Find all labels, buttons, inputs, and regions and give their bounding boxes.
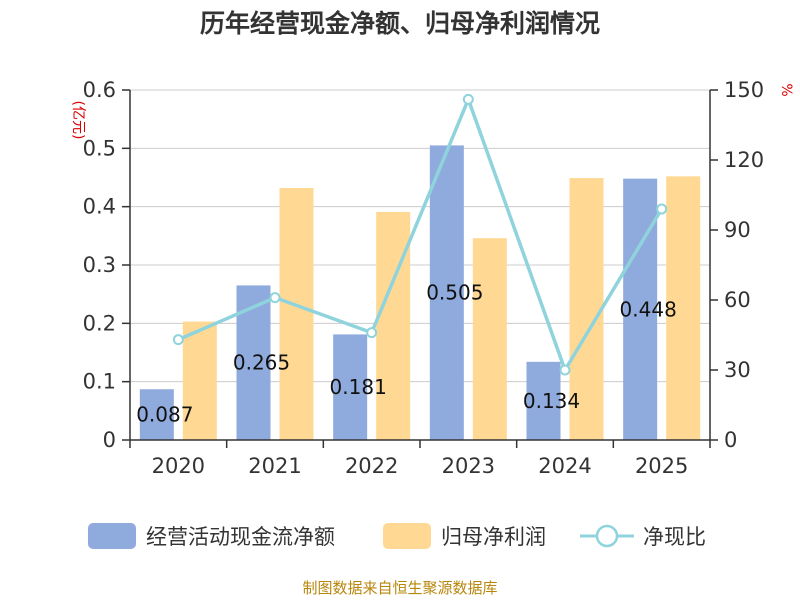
x-tick-label: 2023 xyxy=(442,454,495,478)
left-tick-label: 0.6 xyxy=(83,78,116,102)
legend-label-net-profit: 归母净利润 xyxy=(441,525,546,549)
bar-cash-flow xyxy=(333,334,368,440)
ratio-point xyxy=(559,364,571,376)
left-tick-label: 0.2 xyxy=(83,311,116,335)
left-tick-label: 0.5 xyxy=(83,136,116,160)
ratio-line xyxy=(172,93,668,376)
legend-swatch-net-profit xyxy=(383,523,431,549)
right-tick-label: 60 xyxy=(724,288,751,312)
bar-net-profit xyxy=(666,176,701,441)
bar-data-label: 0.448 xyxy=(620,297,677,321)
axes: 0 0.1 0.2 0.3 0.4 0.5 0.6 0 30 60 90 120 150 2020 2021… xyxy=(83,78,765,478)
x-tick-label: 2024 xyxy=(538,454,591,478)
right-tick-label: 30 xyxy=(724,358,751,382)
ratio-point xyxy=(366,327,378,339)
legend-label-cash-flow: 经营活动现金流净额 xyxy=(146,525,335,549)
legend-label-ratio: 净现比 xyxy=(643,525,706,549)
bar-cash-flow xyxy=(429,145,464,440)
left-tick-label: 0.4 xyxy=(83,195,116,219)
left-tick-label: 0.3 xyxy=(83,253,116,277)
x-tick-label: 2022 xyxy=(345,454,398,478)
gridlines xyxy=(130,89,710,383)
right-tick-label: 150 xyxy=(724,78,764,102)
bar-data-label: 0.505 xyxy=(426,281,483,305)
bar-net-profit xyxy=(182,321,217,440)
bar-data-label: 0.087 xyxy=(136,403,193,427)
ratio-point xyxy=(462,93,474,105)
bar-net-profit xyxy=(472,238,507,440)
right-tick-label: 90 xyxy=(724,218,751,242)
bar-net-profit xyxy=(279,188,314,440)
bar-data-label: 0.265 xyxy=(233,351,290,375)
legend: 经营活动现金流净额 归母净利润 净现比 xyxy=(88,523,706,549)
right-axis-unit: % xyxy=(778,83,794,96)
x-tick-label: 2025 xyxy=(635,454,688,478)
x-tick-label: 2020 xyxy=(152,454,205,478)
ratio-point xyxy=(172,334,184,346)
legend-swatch-cash-flow xyxy=(88,523,136,549)
right-tick-label: 0 xyxy=(724,428,737,452)
right-tick-label: 120 xyxy=(724,148,764,172)
left-tick-label: 0 xyxy=(103,428,116,452)
chart-title: 历年经营现金净额、归母净利润情况 xyxy=(200,9,600,38)
legend-swatch-ratio-marker xyxy=(595,524,619,548)
ratio-point xyxy=(269,292,281,304)
left-axis-unit: (亿元) xyxy=(70,101,86,140)
bars xyxy=(139,145,701,441)
bar-cash-flow xyxy=(623,178,658,440)
bar-net-profit xyxy=(376,211,411,440)
data-labels: 0.087 0.265 0.181 0.505 0.134 0.448 xyxy=(136,281,677,427)
bar-cash-flow xyxy=(526,361,561,440)
ratio-point xyxy=(656,203,668,215)
x-tick-label: 2021 xyxy=(248,454,301,478)
left-tick-label: 0.1 xyxy=(83,370,116,394)
ratio-line-path xyxy=(177,97,664,372)
bar-net-profit xyxy=(569,178,604,441)
bar-data-label: 0.134 xyxy=(523,389,580,413)
bar-cash-flow xyxy=(139,389,174,440)
bar-data-label: 0.181 xyxy=(330,375,387,399)
source-note: 制图数据来自恒生聚源数据库 xyxy=(302,579,497,597)
